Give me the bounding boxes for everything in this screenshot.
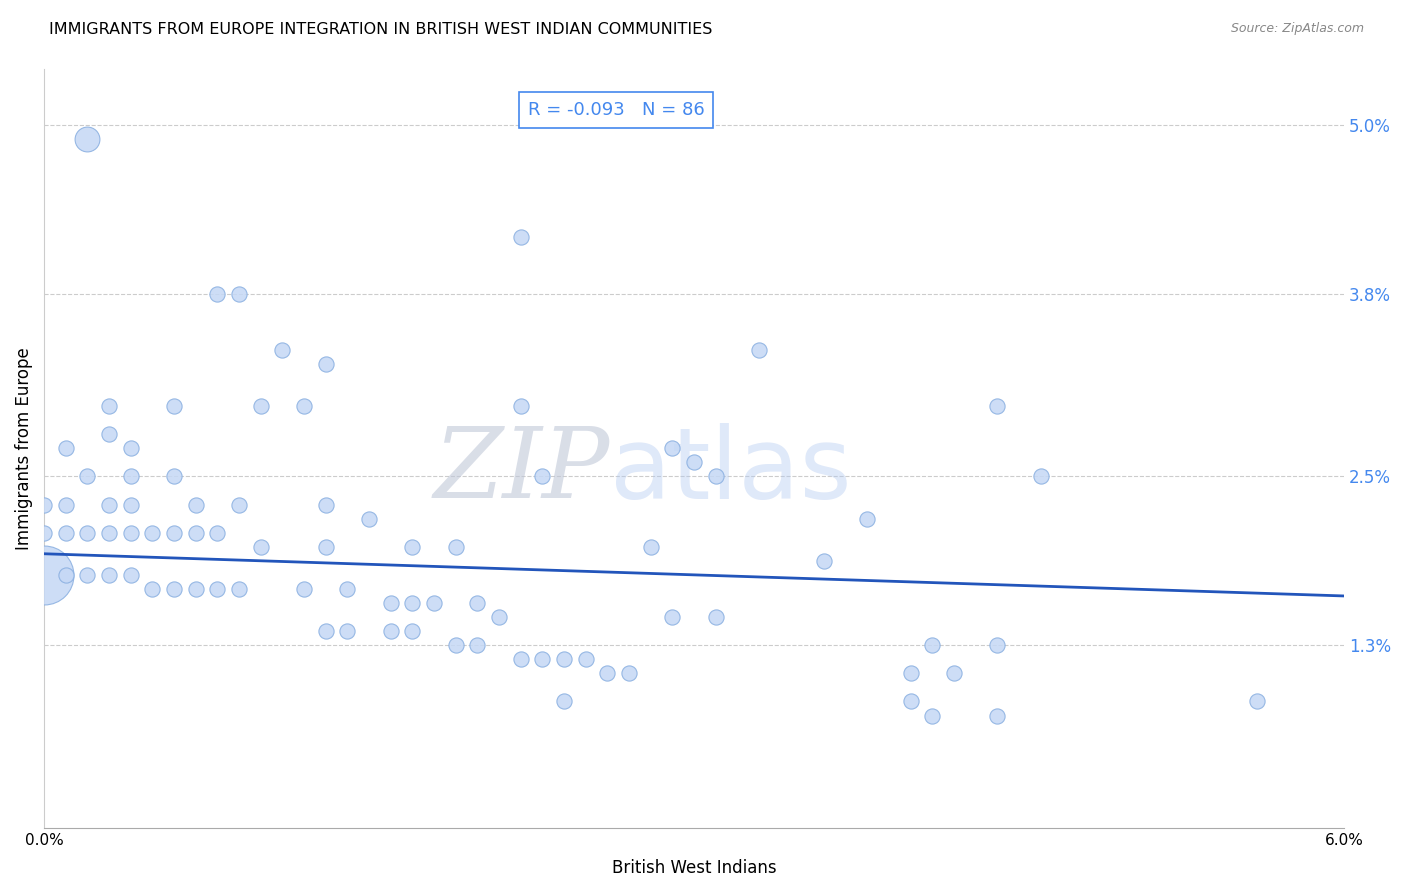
Point <box>120 498 142 512</box>
Point <box>120 469 142 483</box>
Point <box>55 567 77 582</box>
Point <box>98 399 121 413</box>
Point <box>228 582 250 596</box>
Point <box>380 596 402 610</box>
Point <box>163 469 186 483</box>
Point <box>141 525 163 540</box>
Point <box>401 624 423 639</box>
Text: R = -0.093   N = 86: R = -0.093 N = 86 <box>527 102 704 120</box>
Point <box>704 610 727 624</box>
Point <box>207 582 229 596</box>
Point <box>704 469 727 483</box>
Point <box>1246 694 1268 708</box>
Point <box>553 652 575 666</box>
Text: ZIP: ZIP <box>433 424 610 519</box>
Point <box>55 442 77 456</box>
Point <box>531 652 554 666</box>
Point <box>315 498 337 512</box>
Point <box>76 567 98 582</box>
Point <box>98 567 121 582</box>
Point <box>748 343 770 357</box>
Point <box>921 638 943 652</box>
Point <box>813 554 835 568</box>
Point <box>76 525 98 540</box>
Point <box>292 582 315 596</box>
Point <box>315 624 337 639</box>
Point <box>617 666 640 681</box>
Point <box>32 567 55 582</box>
Point <box>683 455 706 469</box>
Point <box>640 540 662 554</box>
Point <box>401 596 423 610</box>
Point <box>380 624 402 639</box>
Point <box>444 638 467 652</box>
Point <box>856 511 879 525</box>
Point <box>228 498 250 512</box>
Point <box>661 610 683 624</box>
Point <box>986 708 1008 723</box>
Point <box>141 582 163 596</box>
Point <box>249 399 271 413</box>
Point <box>921 708 943 723</box>
Point <box>423 596 446 610</box>
Point <box>98 427 121 442</box>
Point <box>98 525 121 540</box>
Point <box>163 399 186 413</box>
Point <box>553 694 575 708</box>
Point <box>488 610 510 624</box>
Point <box>55 498 77 512</box>
Point <box>184 582 207 596</box>
Point <box>509 230 531 244</box>
Point <box>228 286 250 301</box>
Point <box>1029 469 1052 483</box>
Point <box>184 498 207 512</box>
Point <box>900 666 922 681</box>
Point <box>207 525 229 540</box>
Point <box>76 132 98 146</box>
Point <box>32 498 55 512</box>
Point <box>986 399 1008 413</box>
Text: Source: ZipAtlas.com: Source: ZipAtlas.com <box>1230 22 1364 36</box>
Point <box>336 624 359 639</box>
Point <box>32 525 55 540</box>
Point <box>120 567 142 582</box>
Point <box>509 652 531 666</box>
Point <box>120 442 142 456</box>
Point <box>943 666 966 681</box>
Point <box>163 582 186 596</box>
Text: IMMIGRANTS FROM EUROPE INTEGRATION IN BRITISH WEST INDIAN COMMUNITIES: IMMIGRANTS FROM EUROPE INTEGRATION IN BR… <box>49 22 713 37</box>
Point <box>55 525 77 540</box>
Point <box>120 525 142 540</box>
Point <box>292 399 315 413</box>
Point <box>467 638 489 652</box>
Point <box>575 652 598 666</box>
Point <box>444 540 467 554</box>
Text: atlas: atlas <box>610 423 851 519</box>
Point <box>986 638 1008 652</box>
Point <box>661 442 683 456</box>
Point <box>207 286 229 301</box>
Point <box>509 399 531 413</box>
Point <box>184 525 207 540</box>
Point <box>98 498 121 512</box>
Y-axis label: Immigrants from Europe: Immigrants from Europe <box>15 347 32 549</box>
Point <box>315 357 337 371</box>
Point <box>531 469 554 483</box>
Point <box>467 596 489 610</box>
Point <box>401 540 423 554</box>
Point <box>900 694 922 708</box>
X-axis label: British West Indians: British West Indians <box>612 859 776 877</box>
Point <box>315 540 337 554</box>
Point <box>249 540 271 554</box>
Point <box>163 525 186 540</box>
Point <box>596 666 619 681</box>
Point <box>336 582 359 596</box>
Point <box>76 469 98 483</box>
Point <box>271 343 294 357</box>
Point <box>359 511 381 525</box>
